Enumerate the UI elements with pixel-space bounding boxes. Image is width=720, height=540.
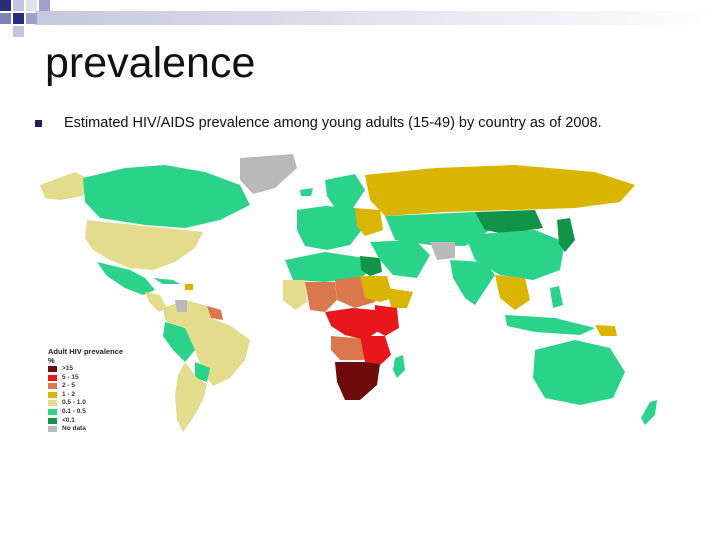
west-africa-1 <box>283 280 307 310</box>
argentina-chile <box>175 362 207 432</box>
legend-label: 0.5 - 1.0 <box>62 399 86 407</box>
legend-swatch <box>48 408 57 415</box>
russia <box>365 165 635 216</box>
middle-east <box>370 240 430 278</box>
china <box>465 230 565 280</box>
mongolia <box>475 210 543 234</box>
bullet-text: Estimated HIV/AIDS prevalence among youn… <box>64 115 602 131</box>
legend-label: 5 - 15 <box>62 373 79 381</box>
legend-item: <0.1 <box>48 417 138 426</box>
western-europe <box>297 206 365 250</box>
eastern-europe <box>355 208 383 236</box>
north-africa <box>285 252 375 282</box>
central-africa <box>325 308 380 340</box>
legend-title: Adult HIV prevalence % <box>48 347 124 365</box>
egypt <box>360 256 382 276</box>
cuba <box>153 278 180 284</box>
square-bullet-icon <box>35 120 42 127</box>
alaska <box>40 172 90 200</box>
new-zealand <box>641 400 657 425</box>
east-africa <box>375 305 399 336</box>
usa <box>85 220 203 270</box>
legend-label: <0.1 <box>62 416 75 424</box>
world-hiv-prevalence-map <box>40 154 657 432</box>
papua-new-guinea <box>595 325 617 336</box>
mozambique-zambia <box>360 336 391 365</box>
legend-label: >15 <box>62 365 74 372</box>
legend-item: 2 - 5 <box>48 382 138 391</box>
legend-item: No data <box>48 425 138 434</box>
legend-item: 5 - 15 <box>48 374 138 383</box>
horn-of-africa <box>387 288 413 308</box>
scandinavia <box>325 174 365 208</box>
legend-label: 1 - 2 <box>62 390 76 398</box>
peru-bolivia <box>163 322 195 362</box>
philippines <box>550 286 563 308</box>
legend-swatch <box>48 391 57 398</box>
mexico <box>97 262 155 295</box>
malaysia-indonesia <box>505 315 595 335</box>
india <box>450 260 495 305</box>
canada <box>83 165 250 228</box>
guianas <box>207 306 223 320</box>
legend-swatch <box>48 400 57 407</box>
legend-item: 0.5 - 1.0 <box>48 399 138 408</box>
legend-swatch <box>48 417 57 424</box>
korea-japan <box>557 218 575 252</box>
madagascar <box>393 355 405 378</box>
legend-label: No data <box>62 425 86 433</box>
bullet-item: Estimated HIV/AIDS prevalence among youn… <box>35 115 705 135</box>
legend-swatch <box>48 366 57 372</box>
legend-swatch <box>48 374 57 381</box>
legend-swatch <box>48 426 57 433</box>
venezuela-colombia <box>163 300 211 328</box>
central-asia <box>385 212 490 246</box>
legend-label: 0.1 - 0.5 <box>62 407 86 415</box>
paraguay <box>195 362 210 382</box>
legend-item: >15 <box>48 365 138 374</box>
west-africa-2 <box>305 282 337 312</box>
haiti <box>185 284 193 290</box>
afghanistan <box>430 242 455 260</box>
southeast-asia <box>495 275 530 310</box>
slide-title: prevalence <box>45 39 256 87</box>
central-america <box>145 292 167 312</box>
legend-item: 0.1 - 0.5 <box>48 408 138 417</box>
venezuela-nodata <box>175 300 187 312</box>
greenland <box>240 154 297 194</box>
legend-label: 2 - 5 <box>62 382 76 390</box>
legend-item: 1 - 2 <box>48 391 138 400</box>
australia <box>533 340 625 405</box>
decorative-header-squares <box>0 0 720 37</box>
brazil <box>185 318 250 386</box>
iceland <box>300 188 313 196</box>
sudan <box>360 276 393 302</box>
southern-africa <box>335 362 380 400</box>
legend-swatch <box>48 383 57 390</box>
